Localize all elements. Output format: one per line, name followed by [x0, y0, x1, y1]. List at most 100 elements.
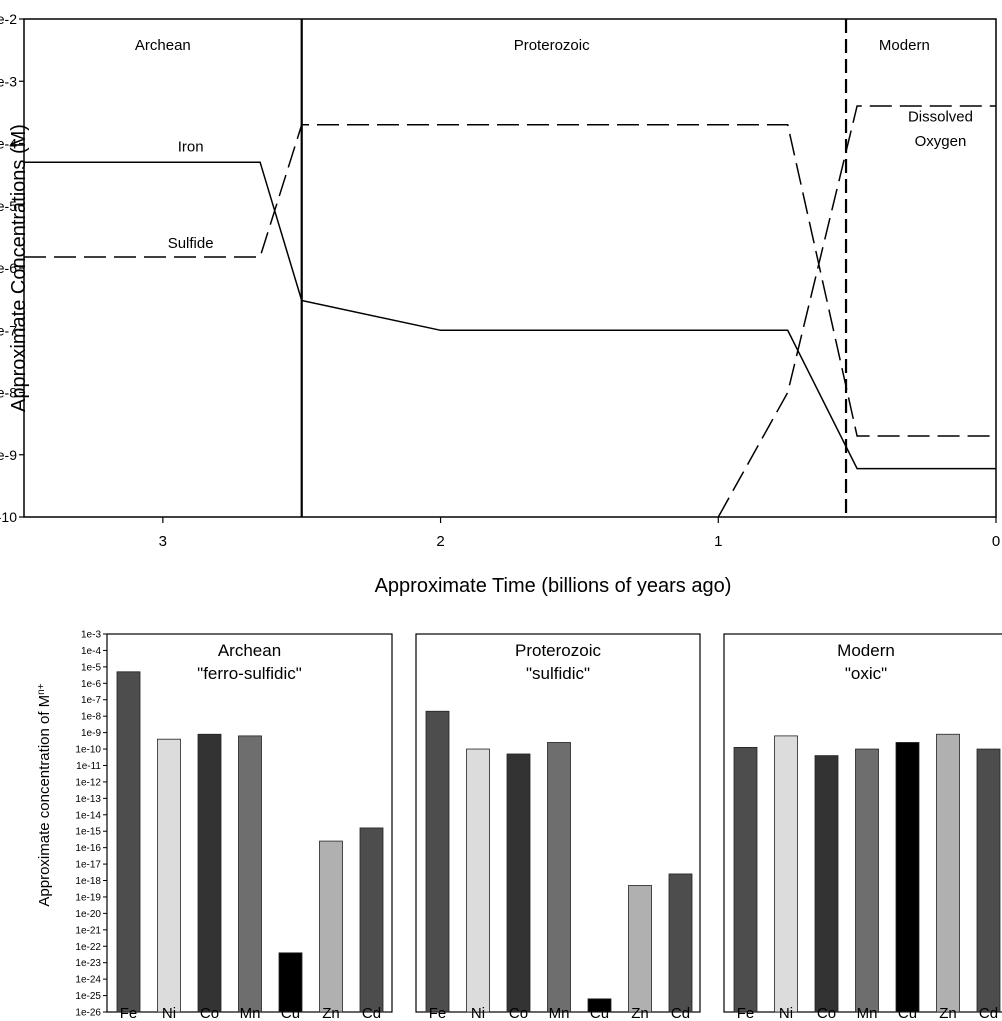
- panel-subtitle: "sulfidic": [526, 664, 590, 683]
- y-tick-label: 1e-7: [0, 322, 17, 338]
- era-label: Modern: [879, 37, 930, 54]
- bar-panel-archean: Archean "ferro-sulfidic" Fe Ni Co Mn Cu Zn Cd: [106, 633, 393, 1021]
- bar-ni: [774, 735, 798, 1013]
- y-tick-label: 1e-9: [0, 447, 17, 463]
- y-tick-label: 1e-10: [75, 745, 101, 756]
- bar-co: [506, 753, 531, 1013]
- y-tick-label: 1e-12: [75, 777, 101, 788]
- metal-concentration-bar-panels: 1e-3 1e-4 1e-5 1e-6 1e-7 1e-8 1e-9 1e-10 1e-11 1e…: [36, 630, 1002, 1021]
- panel-subtitle: "oxic": [845, 664, 887, 683]
- x-axis-title: Approximate Time (billions of years ago): [375, 575, 732, 597]
- bar-co: [814, 755, 839, 1013]
- y-tick-label: 1e-4: [81, 646, 101, 657]
- y-tick-label: 1e-6: [0, 260, 17, 276]
- bar-mn: [547, 742, 571, 1013]
- category-label: Cu: [590, 1005, 609, 1021]
- bar-cd: [359, 827, 384, 1013]
- bar-cd: [668, 873, 693, 1013]
- bar-ni: [466, 748, 490, 1013]
- era-label: Proterozoic: [514, 37, 590, 54]
- category-label: Cu: [898, 1005, 917, 1021]
- category-label: Zn: [631, 1005, 649, 1021]
- category-label: Fe: [737, 1005, 755, 1021]
- y-tick-label: 1e-5: [81, 662, 101, 673]
- category-label: Cu: [281, 1005, 300, 1021]
- bar-mn: [855, 748, 879, 1013]
- y-axis-title: Approximate concentration of Mn+: [36, 683, 54, 906]
- bar-fe: [425, 710, 450, 1013]
- category-label: Cd: [979, 1005, 998, 1021]
- panel-title: Modern: [837, 641, 895, 660]
- bar-panel-proterozoic: Proterozoic "sulfidic" Fe Ni Co Mn Cu Zn Cd: [415, 633, 701, 1021]
- x-tick-label: 2: [436, 533, 444, 550]
- y-tick-label: 1e-22: [75, 942, 101, 953]
- bar-cd: [976, 748, 1001, 1013]
- panel-subtitle: "ferro-sulfidic": [197, 664, 302, 683]
- y-axis-title-superscript: n+: [36, 683, 47, 695]
- y-tick-label: 1e-3: [81, 630, 101, 641]
- y-tick-label: 1e-25: [75, 991, 101, 1002]
- category-label: Cd: [362, 1005, 381, 1021]
- concentration-time-chart: 1e-2 1e-3 1e-4 1e-5 1e-6 1e-7 1e-8 1e-9 1e-10 3 2 1…: [0, 11, 1000, 597]
- category-label: Mn: [240, 1005, 261, 1021]
- x-tick-label: 3: [159, 533, 167, 550]
- bar-mn: [238, 735, 262, 1013]
- bar-cu: [278, 952, 303, 1013]
- y-tick-label: 1e-5: [0, 198, 17, 214]
- bar-cu: [587, 998, 612, 1013]
- category-label: Mn: [549, 1005, 570, 1021]
- bar-zn: [319, 840, 343, 1013]
- series-line-sulfide: [24, 124, 996, 437]
- series-annotation: Oxygen: [915, 133, 967, 150]
- y-tick-label: 1e-8: [81, 712, 101, 723]
- series-annotation: Sulfide: [168, 235, 214, 252]
- y-tick-label: 1e-26: [75, 1008, 101, 1019]
- category-label: Fe: [120, 1005, 138, 1021]
- bar-fe: [733, 747, 758, 1013]
- bar-ni: [157, 738, 181, 1013]
- y-tick-label: 1e-24: [75, 975, 101, 986]
- category-label: Mn: [857, 1005, 878, 1021]
- y-tick-label: 1e-15: [75, 827, 101, 838]
- y-tick-label: 1e-18: [75, 876, 101, 887]
- y-tick-label: 1e-21: [75, 925, 101, 936]
- panel-title: Proterozoic: [515, 641, 601, 660]
- category-label: Co: [509, 1005, 528, 1021]
- bar-zn: [936, 733, 960, 1013]
- y-tick-label: 1e-19: [75, 892, 101, 903]
- bar-panel-modern: Modern "oxic" Fe Ni Co Mn Cu Zn Cd: [723, 633, 1002, 1021]
- y-tick-label: 1e-23: [75, 958, 101, 969]
- y-tick-label: 1e-4: [0, 136, 17, 152]
- category-label: Zn: [939, 1005, 957, 1021]
- y-tick-label: 1e-14: [75, 810, 101, 821]
- panel-title: Archean: [218, 641, 281, 660]
- category-label: Co: [817, 1005, 836, 1021]
- series-line-dissolved-oxygen: [717, 105, 996, 518]
- y-tick-label: 1e-17: [75, 860, 101, 871]
- category-label: Ni: [162, 1005, 176, 1021]
- y-tick-label: 1e-13: [75, 794, 101, 805]
- y-tick-label: 1e-16: [75, 843, 101, 854]
- category-label: Cd: [671, 1005, 690, 1021]
- category-label: Ni: [471, 1005, 485, 1021]
- y-tick-label: 1e-10: [0, 509, 17, 525]
- x-tick-label: 0: [992, 533, 1000, 550]
- bar-cu: [895, 742, 920, 1013]
- y-tick-label: 1e-3: [0, 73, 17, 89]
- era-label: Archean: [135, 37, 191, 54]
- y-tick-label: 1e-11: [76, 761, 101, 772]
- series-annotation: Dissolved: [908, 109, 973, 126]
- y-tick-label: 1e-9: [81, 728, 101, 739]
- y-tick-label: 1e-8: [0, 385, 17, 401]
- bar-zn: [628, 885, 652, 1013]
- y-tick-label: 1e-6: [81, 679, 101, 690]
- category-label: Zn: [322, 1005, 340, 1021]
- y-tick-label: 1e-7: [81, 695, 101, 706]
- category-label: Fe: [429, 1005, 447, 1021]
- plot-frame: [23, 18, 997, 518]
- y-tick-label: 1e-20: [75, 909, 101, 920]
- series-annotation: Iron: [178, 138, 204, 155]
- bar-fe: [116, 671, 141, 1013]
- y-axis-title: Approximate Concentrations (M): [8, 124, 30, 412]
